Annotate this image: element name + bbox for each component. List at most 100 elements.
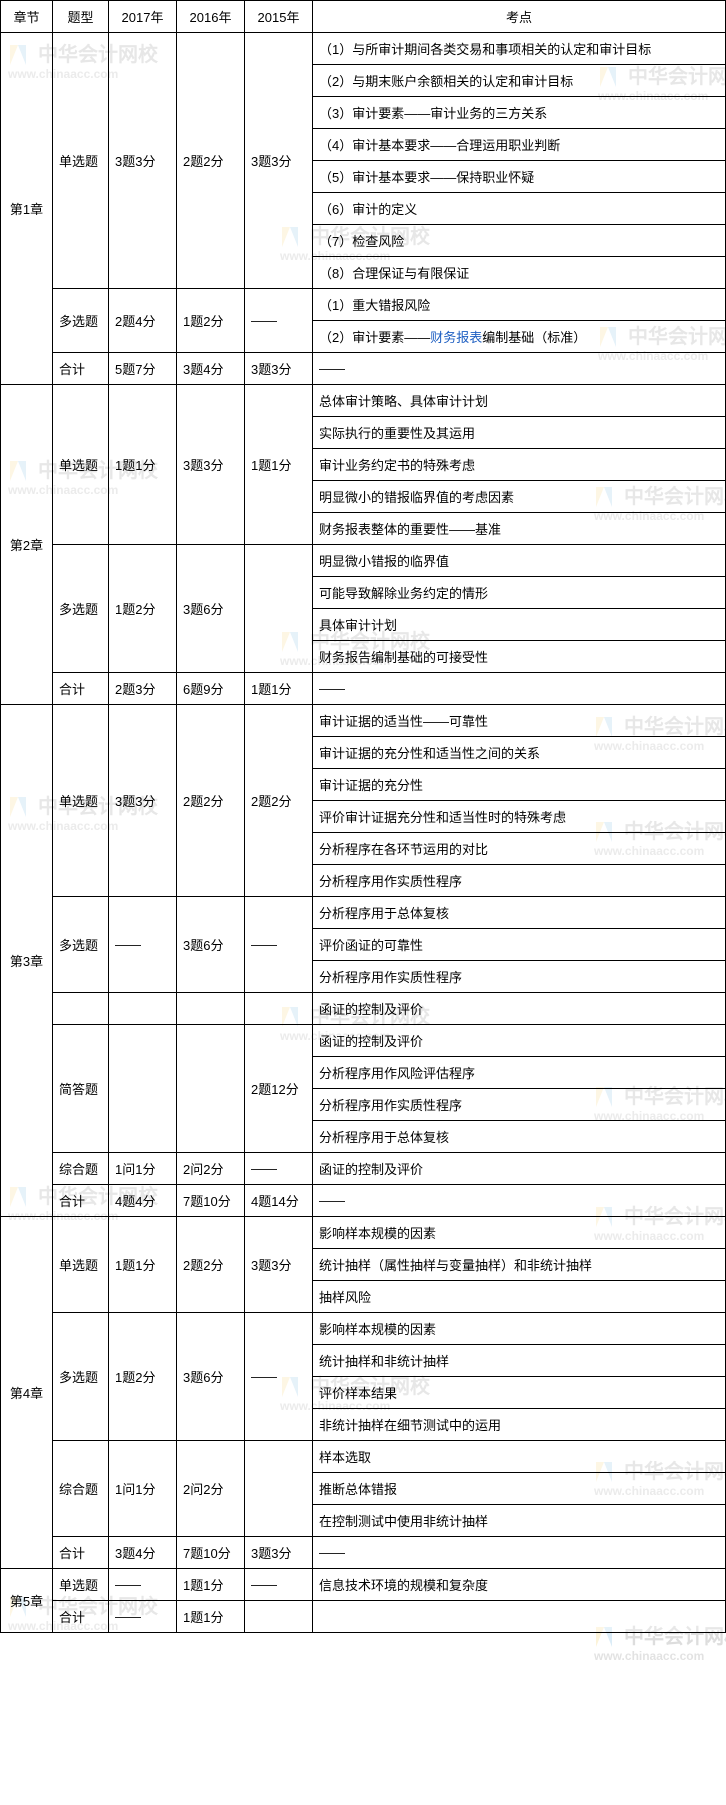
- ch2-total-2015: 1题1分: [245, 673, 313, 705]
- hdr-type: 题型: [53, 1, 109, 33]
- ch2-single-2015: 1题1分: [245, 385, 313, 545]
- ch4-comp-2016: 2问2分: [177, 1441, 245, 1537]
- table-row: 第5章 单选题 —— 1题1分 —— 信息技术环境的规模和复杂度: [1, 1569, 726, 1601]
- ch3-point: 评价审计证据充分性和适当性时的特殊考虑: [313, 801, 726, 833]
- ch4-single-label: 单选题: [53, 1217, 109, 1313]
- ch3-point: 分析程序用作风险评估程序: [313, 1057, 726, 1089]
- ch2-single-label: 单选题: [53, 385, 109, 545]
- ch4-point: 影响样本规模的因素: [313, 1217, 726, 1249]
- ch3-point: 审计证据的充分性和适当性之间的关系: [313, 737, 726, 769]
- ch1-single-2017: 3题3分: [109, 33, 177, 289]
- table-row: 第4章 单选题 1题1分 2题2分 3题3分 影响样本规模的因素: [1, 1217, 726, 1249]
- table-row: 合计 5题7分 3题4分 3题3分 ——: [1, 353, 726, 385]
- table-row: 多选题 —— 3题6分 —— 分析程序用于总体复核: [1, 897, 726, 929]
- ch1-point: （6）审计的定义: [313, 193, 726, 225]
- ch3-total-2015: 4题14分: [245, 1185, 313, 1217]
- ch2-point: 总体审计策略、具体审计计划: [313, 385, 726, 417]
- ch3-total-label: 合计: [53, 1185, 109, 1217]
- ch5-total-2016: 1题1分: [177, 1601, 245, 1633]
- ch2-point: 财务报告编制基础的可接受性: [313, 641, 726, 673]
- link-text[interactable]: 财务报表: [430, 330, 482, 345]
- table-row: 函证的控制及评价: [1, 993, 726, 1025]
- ch2-multi-2016: 3题6分: [177, 545, 245, 673]
- ch4-comp-2015: [245, 1441, 313, 1537]
- ch4-point: 非统计抽样在细节测试中的运用: [313, 1409, 726, 1441]
- ch2-name: 第2章: [1, 385, 53, 705]
- ch1-total-label: 合计: [53, 353, 109, 385]
- ch4-point: 影响样本规模的因素: [313, 1313, 726, 1345]
- ch3-point: 函证的控制及评价: [313, 1025, 726, 1057]
- ch3-single-2016: 2题2分: [177, 705, 245, 897]
- ch3-point: 评价函证的可靠性: [313, 929, 726, 961]
- table-row: 合计 3题4分 7题10分 3题3分 ——: [1, 1537, 726, 1569]
- ch1-point: （4）审计基本要求——合理运用职业判断: [313, 129, 726, 161]
- ch3-point: 分析程序用于总体复核: [313, 1121, 726, 1153]
- table-row: 多选题 1题2分 3题6分 明显微小错报的临界值: [1, 545, 726, 577]
- ch2-total-2016: 6题9分: [177, 673, 245, 705]
- ch1-multi-2015: ——: [245, 289, 313, 353]
- ch2-multi-label: 多选题: [53, 545, 109, 673]
- ch2-total-label: 合计: [53, 673, 109, 705]
- ch3-point: 分析程序用于总体复核: [313, 897, 726, 929]
- ch4-comp-2017: 1问1分: [109, 1441, 177, 1537]
- ch4-single-2015: 3题3分: [245, 1217, 313, 1313]
- ch3-point: 分析程序用作实质性程序: [313, 865, 726, 897]
- ch4-comp-label: 综合题: [53, 1441, 109, 1537]
- ch3-total-2016: 7题10分: [177, 1185, 245, 1217]
- ch2-point: 具体审计计划: [313, 609, 726, 641]
- ch1-point: （3）审计要素——审计业务的三方关系: [313, 97, 726, 129]
- ch3-short-2017: [109, 1025, 177, 1153]
- ch3-comp-2016: 2问2分: [177, 1153, 245, 1185]
- ch3-multi-2017: ——: [109, 897, 177, 993]
- ch4-total-point: ——: [313, 1537, 726, 1569]
- header-row: 章节 题型 2017年 2016年 2015年 考点: [1, 1, 726, 33]
- ch3-comp-label: 综合题: [53, 1153, 109, 1185]
- ch5-total-label: 合计: [53, 1601, 109, 1633]
- ch4-point: 样本选取: [313, 1441, 726, 1473]
- ch1-point: （8）合理保证与有限保证: [313, 257, 726, 289]
- ch3-single-label: 单选题: [53, 705, 109, 897]
- table-row: 综合题 1问1分 2问2分 —— 函证的控制及评价: [1, 1153, 726, 1185]
- ch1-point: （2）审计要素——财务报表编制基础（标准）: [313, 321, 726, 353]
- ch4-single-2016: 2题2分: [177, 1217, 245, 1313]
- ch2-multi-2015: [245, 545, 313, 673]
- ch2-total-point: ——: [313, 673, 726, 705]
- ch5-single-label: 单选题: [53, 1569, 109, 1601]
- ch3-point: 审计证据的适当性——可靠性: [313, 705, 726, 737]
- ch1-single-2016: 2题2分: [177, 33, 245, 289]
- ch1-point: （5）审计基本要求——保持职业怀疑: [313, 161, 726, 193]
- table-row: 合计 4题4分 7题10分 4题14分 ——: [1, 1185, 726, 1217]
- ch3-multi-2016: 3题6分: [177, 897, 245, 993]
- ch1-total-2016: 3题4分: [177, 353, 245, 385]
- ch4-point: 推断总体错报: [313, 1473, 726, 1505]
- ch4-single-2017: 1题1分: [109, 1217, 177, 1313]
- hdr-point: 考点: [313, 1, 726, 33]
- ch2-point: 财务报表整体的重要性——基准: [313, 513, 726, 545]
- ch1-multi-label: 多选题: [53, 289, 109, 353]
- hdr-chapter: 章节: [1, 1, 53, 33]
- ch2-point: 实际执行的重要性及其运用: [313, 417, 726, 449]
- ch3-comp-2015: ——: [245, 1153, 313, 1185]
- ch4-total-2015: 3题3分: [245, 1537, 313, 1569]
- ch3-comp-point: 函证的控制及评价: [313, 1153, 726, 1185]
- ch1-single-2015: 3题3分: [245, 33, 313, 289]
- table-row: 第1章 单选题 3题3分 2题2分 3题3分 （1）与所审计期间各类交易和事项相…: [1, 33, 726, 65]
- ch5-total-2017: ——: [109, 1601, 177, 1633]
- table-row: 合计 2题3分 6题9分 1题1分 ——: [1, 673, 726, 705]
- table-row: 合计 —— 1题1分: [1, 1601, 726, 1633]
- ch2-point: 可能导致解除业务约定的情形: [313, 577, 726, 609]
- ch3-single-2017: 3题3分: [109, 705, 177, 897]
- table-row: 多选题 1题2分 3题6分 —— 影响样本规模的因素: [1, 1313, 726, 1345]
- ch3-multi-2015: ——: [245, 897, 313, 993]
- table-row: 第2章 单选题 1题1分 3题3分 1题1分 总体审计策略、具体审计计划: [1, 385, 726, 417]
- ch3-point: 函证的控制及评价: [313, 993, 726, 1025]
- ch3-point: 审计证据的充分性: [313, 769, 726, 801]
- ch1-total-2015: 3题3分: [245, 353, 313, 385]
- ch1-single-label: 单选题: [53, 33, 109, 289]
- exam-table: 章节 题型 2017年 2016年 2015年 考点 第1章 单选题 3题3分 …: [0, 0, 726, 1633]
- ch5-name: 第5章: [1, 1569, 53, 1633]
- hdr-2015: 2015年: [245, 1, 313, 33]
- ch4-total-2016: 7题10分: [177, 1537, 245, 1569]
- ch3-short-2016: [177, 1025, 245, 1153]
- ch5-single-2016: 1题1分: [177, 1569, 245, 1601]
